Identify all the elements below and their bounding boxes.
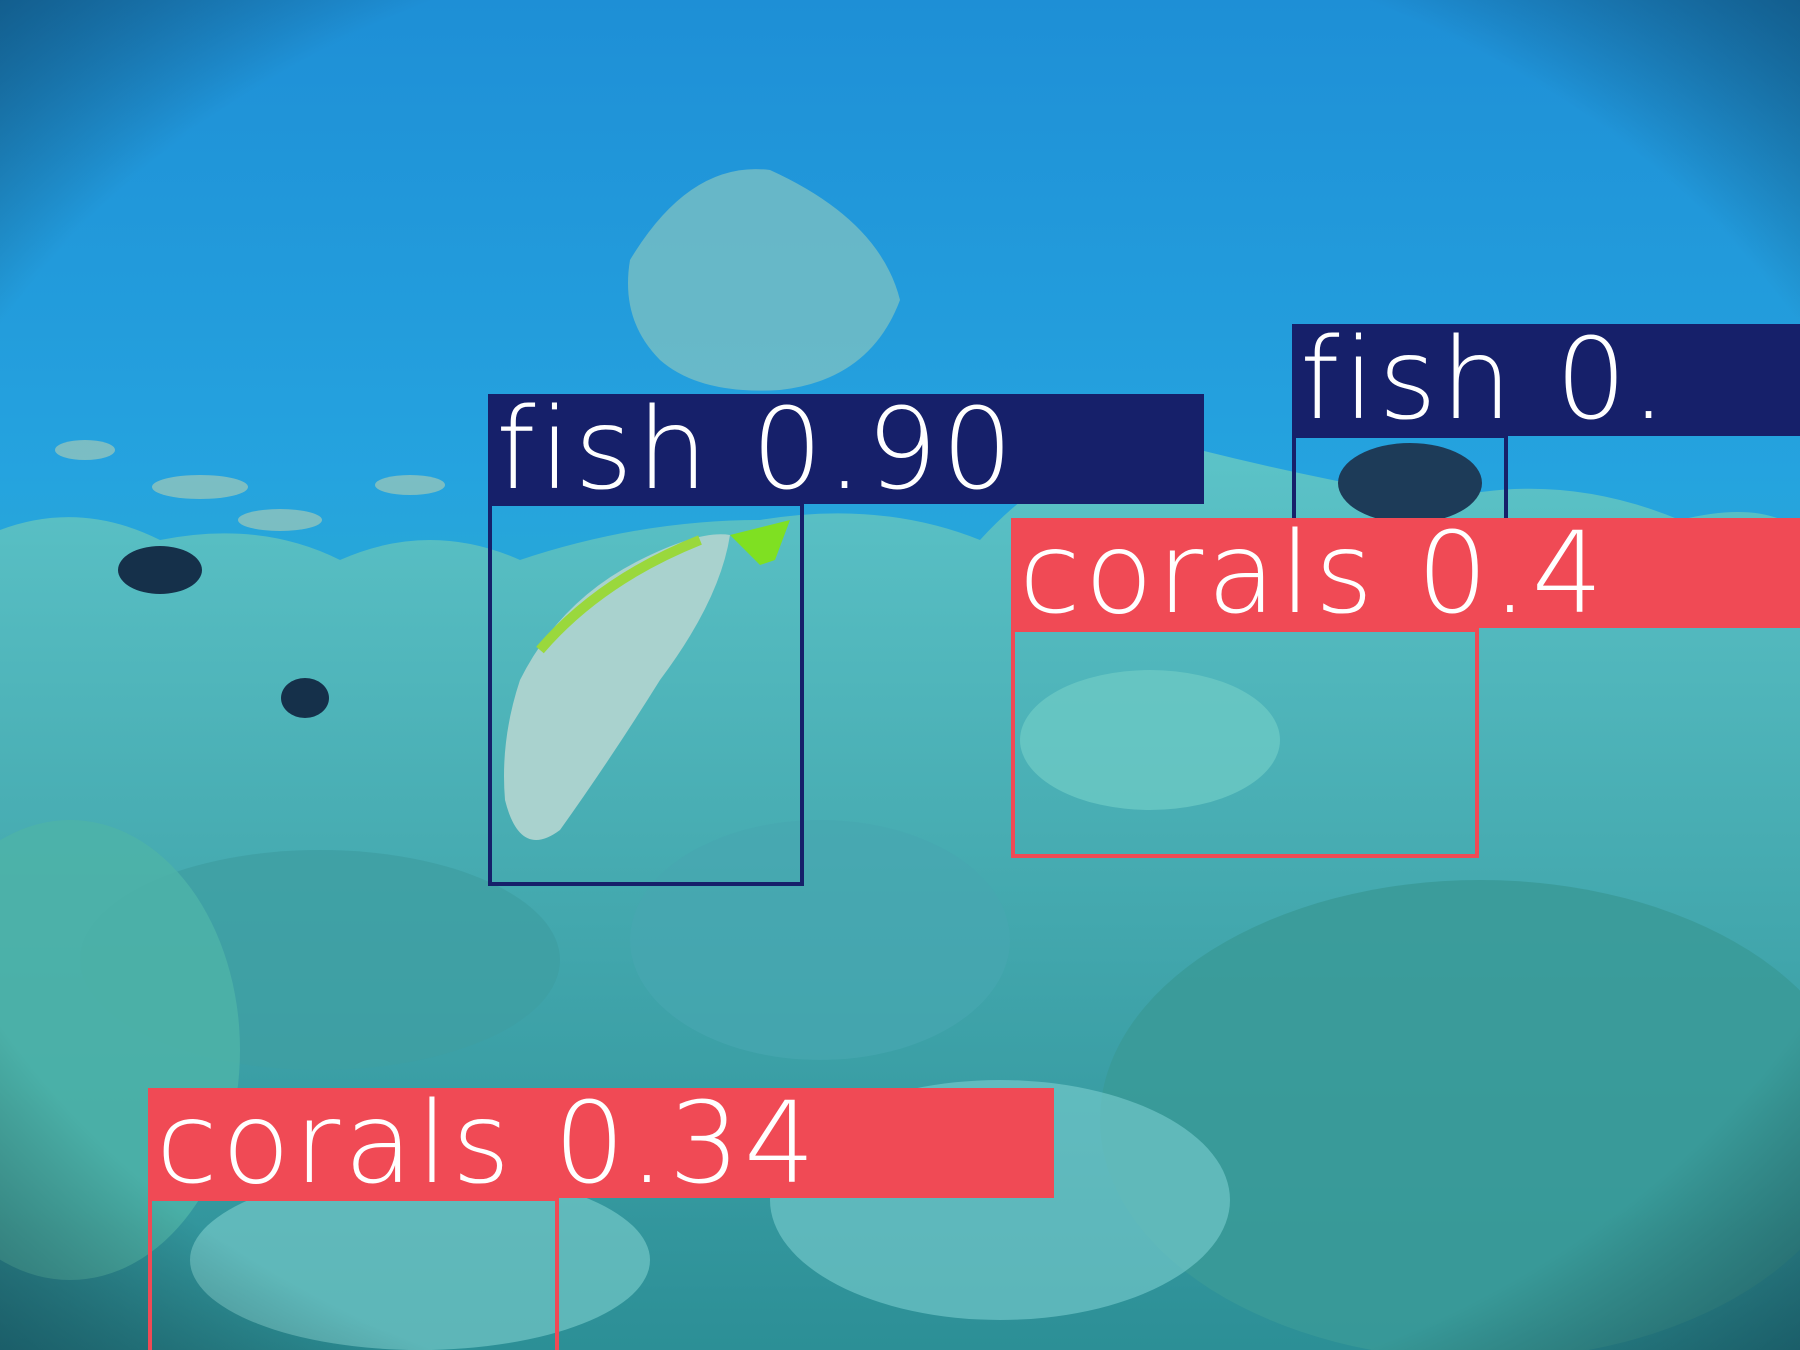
corals-label-2: corals 0.34 [148, 1088, 1054, 1198]
fish-label-1: fish 0.90 [488, 394, 1204, 504]
fish-box-1 [488, 502, 804, 886]
corals-label-1: corals 0.4 [1011, 518, 1800, 628]
fish-label-2: fish 0. [1292, 324, 1800, 436]
corals-box-1 [1011, 628, 1479, 858]
corals-box-2 [148, 1197, 559, 1350]
